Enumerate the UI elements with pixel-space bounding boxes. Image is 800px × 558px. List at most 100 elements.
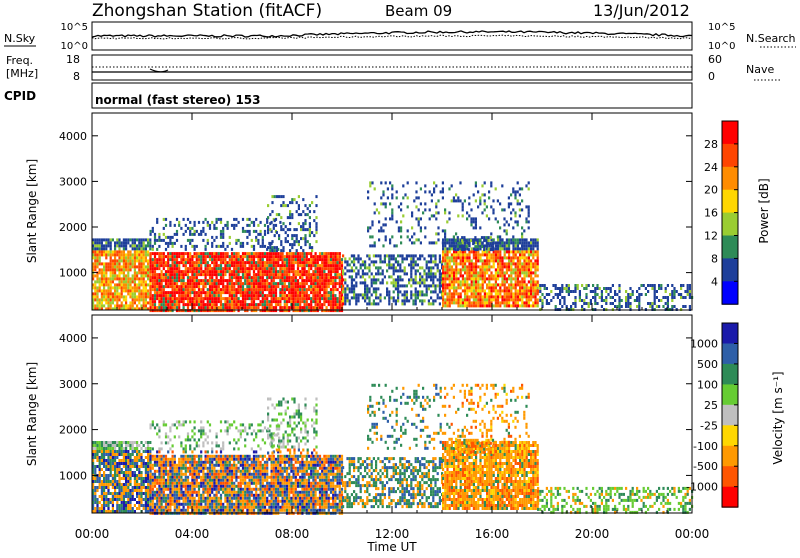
heatmap-cell xyxy=(488,253,490,256)
heatmap-cell xyxy=(461,248,463,251)
heatmap-cell xyxy=(389,217,391,220)
heatmap-cell xyxy=(311,231,313,234)
heatmap-cell xyxy=(222,288,224,291)
heatmap-cell xyxy=(105,495,107,498)
heatmap-cell xyxy=(667,296,669,299)
heatmap-cell xyxy=(194,264,196,267)
heatmap-cell xyxy=(125,507,127,510)
heatmap-cell xyxy=(271,210,273,213)
heatmap-cell xyxy=(297,282,299,285)
heatmap-cell xyxy=(233,282,235,285)
heatmap-cell xyxy=(205,282,207,285)
heatmap-cell xyxy=(174,288,176,291)
heatmap-cell xyxy=(413,241,415,244)
heatmap-cell xyxy=(105,241,107,244)
heatmap-cell xyxy=(207,270,209,273)
heatmap-cell xyxy=(103,262,105,265)
heatmap-cell xyxy=(176,255,178,258)
heatmap-cell xyxy=(404,299,406,302)
heatmap-cell xyxy=(523,241,525,244)
heatmap-cell xyxy=(167,258,169,261)
heatmap-cell xyxy=(105,271,107,274)
heatmap-cell xyxy=(293,300,295,303)
heatmap-cell xyxy=(497,274,499,277)
heatmap-cell xyxy=(209,255,211,258)
heatmap-cell xyxy=(490,289,492,292)
heatmap-cell xyxy=(129,480,131,483)
heatmap-cell xyxy=(499,268,501,271)
heatmap-cell xyxy=(101,280,103,283)
heatmap-cell xyxy=(486,304,488,307)
heatmap-cell xyxy=(121,265,123,268)
heatmap-cell xyxy=(495,247,497,250)
heatmap-cell xyxy=(227,297,229,300)
heatmap-cell xyxy=(457,304,459,307)
heatmap-cell xyxy=(442,253,444,256)
heatmap-cell xyxy=(473,217,475,220)
heatmap-cell xyxy=(274,195,276,198)
heatmap-cell xyxy=(618,302,620,305)
heatmap-cell xyxy=(449,271,451,274)
heatmap-cell xyxy=(299,258,301,261)
heatmap-cell xyxy=(242,297,244,300)
heatmap-cell xyxy=(534,283,536,286)
heatmap-cell xyxy=(415,287,417,290)
heatmap-cell xyxy=(136,441,138,444)
heatmap-cell xyxy=(351,296,353,299)
heatmap-cell xyxy=(388,293,390,296)
heatmap-cell xyxy=(105,244,107,247)
heatmap-cell xyxy=(178,224,180,227)
heatmap-cell xyxy=(174,255,176,258)
heatmap-cell xyxy=(550,299,552,302)
heatmap-cell xyxy=(371,223,373,226)
heatmap-cell xyxy=(246,230,248,233)
heatmap-cell xyxy=(286,288,288,291)
heatmap-cell xyxy=(477,256,479,259)
heatmap-cell xyxy=(539,299,541,302)
heatmap-cell xyxy=(462,268,464,271)
heatmap-cell xyxy=(233,306,235,309)
heatmap-cell xyxy=(118,507,120,510)
heatmap-cell xyxy=(264,261,266,264)
heatmap-cell xyxy=(539,287,541,290)
heatmap-cell xyxy=(444,274,446,277)
heatmap-cell xyxy=(523,244,525,247)
heatmap-cell xyxy=(506,304,508,307)
heatmap-cell xyxy=(439,290,441,293)
heatmap-cell xyxy=(127,271,129,274)
heatmap-cell xyxy=(455,253,457,256)
heatmap-cell xyxy=(353,287,355,290)
heatmap-cell xyxy=(453,235,455,238)
heatmap-cell xyxy=(276,249,278,252)
heatmap-cell xyxy=(497,283,499,286)
heatmap-cell xyxy=(289,216,291,219)
heatmap-cell xyxy=(96,507,98,510)
heatmap-cell xyxy=(310,279,312,282)
heatmap-cell xyxy=(275,306,277,309)
heatmap-cell xyxy=(251,297,253,300)
heatmap-cell xyxy=(479,196,481,199)
heatmap-cell xyxy=(466,289,468,292)
heatmap-cell xyxy=(244,230,246,233)
heatmap-cell xyxy=(174,282,176,285)
heatmap-cell xyxy=(224,270,226,273)
heatmap-cell xyxy=(207,282,209,285)
heatmap-cell xyxy=(129,507,131,510)
heatmap-cell xyxy=(220,282,222,285)
heatmap-cell xyxy=(680,287,682,290)
heatmap-cell xyxy=(490,286,492,289)
heatmap-cell xyxy=(432,281,434,284)
heatmap-cell xyxy=(497,247,499,250)
heatmap-cell xyxy=(196,297,198,300)
heatmap-cell xyxy=(229,258,231,261)
heatmap-cell xyxy=(432,290,434,293)
heatmap-cell xyxy=(123,489,125,492)
heatmap-cell xyxy=(308,270,310,273)
heatmap-cell xyxy=(143,262,145,265)
heatmap-cell xyxy=(163,288,165,291)
heatmap-cell xyxy=(277,255,279,258)
heatmap-cell xyxy=(136,474,138,477)
heatmap-cell xyxy=(262,236,264,239)
heatmap-cell xyxy=(114,486,116,489)
heatmap-cell xyxy=(299,291,301,294)
